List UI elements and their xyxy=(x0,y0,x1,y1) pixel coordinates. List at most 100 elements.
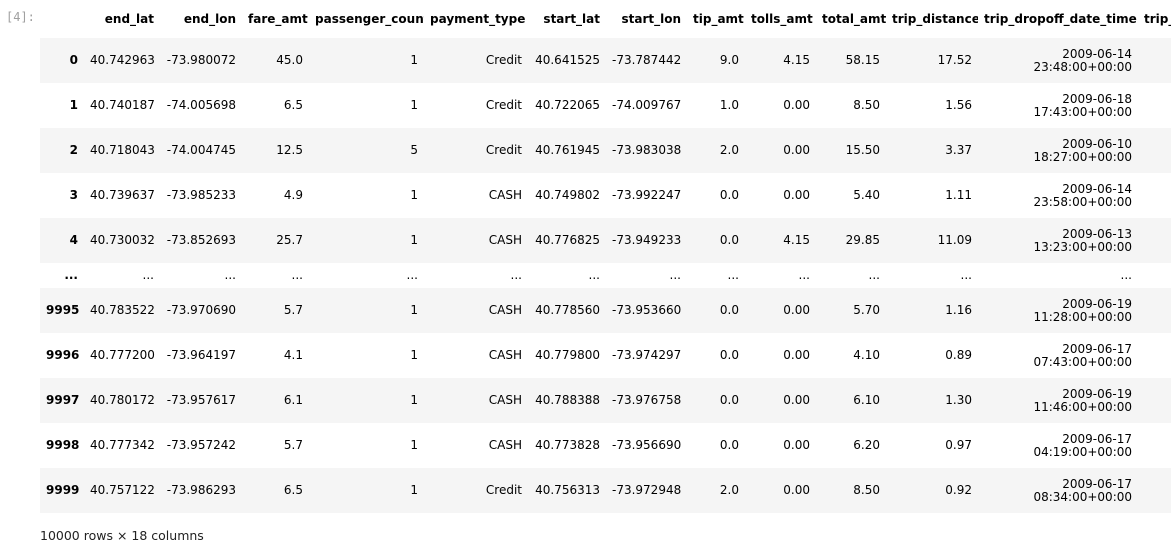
datetime-time: 23:48:00+00:00 xyxy=(1033,59,1132,74)
datetime-date: 2009-06-19 xyxy=(1062,386,1132,401)
table-cell-datetime: 2009-06-14 23:58:00+00:00 xyxy=(978,173,1138,218)
table-cell-datetime: 2009-06-19 11:46:00+00:00 xyxy=(978,378,1138,423)
table-cell: 0.00 xyxy=(783,98,810,112)
table-cell: ... xyxy=(510,268,522,282)
table-cell: 0.0 xyxy=(719,233,739,247)
table-cell: 4.9 xyxy=(283,188,303,202)
table-cell: -73.787442 xyxy=(612,53,682,67)
datetime-date: 2009-06-13 xyxy=(1062,226,1132,241)
table-cell: 1.56 xyxy=(945,98,972,112)
column-header: tip_amt xyxy=(693,11,744,26)
table-cell: 1.16 xyxy=(945,303,972,317)
table-cell: 40.641525 xyxy=(535,53,600,67)
table-cell: 1 xyxy=(410,483,418,497)
column-header: trip_distance xyxy=(892,11,978,26)
datetime-date: 2009-06-18 xyxy=(1062,91,1132,106)
table-cell: 0.0 xyxy=(719,188,739,202)
dataframe-output: end_lat end_lon fare_amt passenger_count pay… xyxy=(40,0,1171,556)
table-cell: -73.972948 xyxy=(612,483,682,497)
row-index: 4 xyxy=(69,233,78,247)
table-cell-datetime: ... xyxy=(978,263,1138,288)
table-cell: CASH xyxy=(488,233,522,247)
column-header: tolls_amt xyxy=(751,11,813,26)
table-cell: 40.742963 xyxy=(90,53,155,67)
table-cell: 1.0 xyxy=(719,98,739,112)
table-cell: 12.5 xyxy=(276,143,303,157)
table-row: ....................................... xyxy=(40,263,1171,288)
datetime-time: 13:23:00+00:00 xyxy=(1033,239,1132,254)
table-row: 0 40.742963 -73.980072 45.0 1 Credit 40.641525… xyxy=(40,38,1171,83)
table-cell: 2.0 xyxy=(719,483,739,497)
table-cell-truncated xyxy=(1138,38,1171,83)
datetime-date: 2009-06-19 xyxy=(1062,296,1132,311)
table-cell: -73.953660 xyxy=(612,303,682,317)
table-cell: 0.00 xyxy=(783,483,810,497)
table-cell: 40.749802 xyxy=(535,188,600,202)
table-cell: -73.956690 xyxy=(612,438,682,452)
table-cell: 3.37 xyxy=(945,143,972,157)
datetime-time: 17:43:00+00:00 xyxy=(1033,104,1132,119)
table-cell: 2.0 xyxy=(719,143,739,157)
table-body: 0 40.742963 -73.980072 45.0 1 Credit 40.641525… xyxy=(40,38,1171,513)
table-cell: 40.739637 xyxy=(90,188,155,202)
datetime-date: 2009-06-17 xyxy=(1062,341,1132,356)
table-cell: ... xyxy=(588,268,600,282)
table-cell: 40.722065 xyxy=(535,98,600,112)
table-cell: 0.97 xyxy=(945,438,972,452)
table-cell-truncated xyxy=(1138,263,1171,288)
table-cell: -73.980072 xyxy=(166,53,236,67)
datetime-time: 07:43:00+00:00 xyxy=(1033,354,1132,369)
table-cell: 40.757122 xyxy=(90,483,155,497)
table-cell: 0.00 xyxy=(783,438,810,452)
table-cell: 29.85 xyxy=(845,233,880,247)
table-cell: CASH xyxy=(488,348,522,362)
table-cell: -73.957617 xyxy=(166,393,236,407)
datetime-date: 2009-06-14 xyxy=(1062,46,1132,61)
table-cell: 1 xyxy=(410,393,418,407)
table-cell: -73.992247 xyxy=(612,188,682,202)
datetime-time: 04:19:00+00:00 xyxy=(1033,444,1132,459)
column-header: end_lat xyxy=(104,11,154,26)
table-cell: -74.004745 xyxy=(166,143,236,157)
table-cell: CASH xyxy=(488,393,522,407)
table-cell: 1 xyxy=(410,438,418,452)
table-cell: 4.15 xyxy=(783,53,810,67)
row-index: ... xyxy=(64,268,78,282)
table-cell: -74.009767 xyxy=(612,98,682,112)
table-row: 9995 40.783522 -73.970690 5.7 1 CASH 40.778560… xyxy=(40,288,1171,333)
table-cell-truncated xyxy=(1138,378,1171,423)
table-cell: 5.7 xyxy=(283,438,303,452)
dataframe-shape: 10000 rows × 18 columns xyxy=(40,528,204,543)
table-cell: 40.740187 xyxy=(90,98,155,112)
datetime-date: 2009-06-14 xyxy=(1062,181,1132,196)
column-header: end_lon xyxy=(183,11,236,26)
table-cell: 58.15 xyxy=(845,53,880,67)
table-cell-truncated xyxy=(1138,218,1171,263)
table-cell: 17.52 xyxy=(937,53,972,67)
header-row: end_lat end_lon fare_amt passenger_count pay… xyxy=(40,0,1171,38)
table-cell-datetime: 2009-06-14 23:48:00+00:00 xyxy=(978,38,1138,83)
table-cell-datetime: 2009-06-18 17:43:00+00:00 xyxy=(978,83,1138,128)
datetime-time: 23:58:00+00:00 xyxy=(1033,194,1132,209)
table-cell: 40.773828 xyxy=(535,438,600,452)
table-cell: ... xyxy=(960,268,972,282)
table-cell: 40.780172 xyxy=(90,393,155,407)
table-cell: CASH xyxy=(488,303,522,317)
table-cell: 5.70 xyxy=(853,303,880,317)
table-cell: 40.777200 xyxy=(90,348,155,362)
table-cell: -73.983038 xyxy=(612,143,682,157)
datetime-time: 18:27:00+00:00 xyxy=(1033,149,1132,164)
table-row: 3 40.739637 -73.985233 4.9 1 CASH 40.749802 -73… xyxy=(40,173,1171,218)
table-cell: ... xyxy=(727,268,739,282)
table-cell: Credit xyxy=(485,98,522,112)
table-cell: 1 xyxy=(410,303,418,317)
table-cell-truncated xyxy=(1138,468,1171,513)
table-row: 4 40.730032 -73.852693 25.7 1 CASH 40.776825 -7… xyxy=(40,218,1171,263)
column-header: payment_type xyxy=(430,11,526,26)
table-cell: 1.11 xyxy=(945,188,972,202)
datetime-time: 11:46:00+00:00 xyxy=(1033,399,1132,414)
table-cell: 40.788388 xyxy=(535,393,600,407)
row-index: 0 xyxy=(69,53,78,67)
table-cell: 0.92 xyxy=(945,483,972,497)
table-row: 1 40.740187 -74.005698 6.5 1 Credit 40.722065-… xyxy=(40,83,1171,128)
